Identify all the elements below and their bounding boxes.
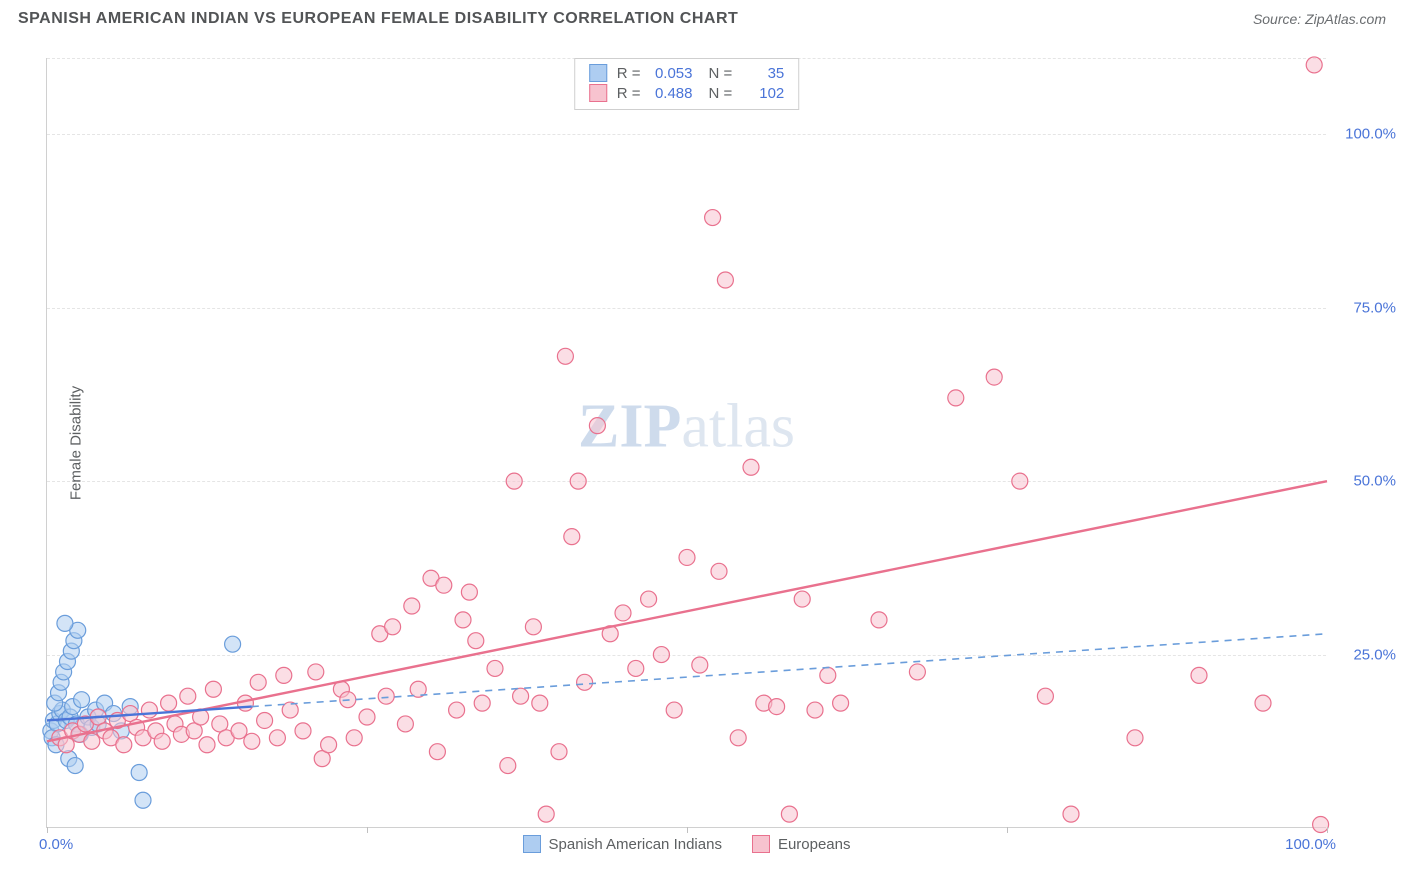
plot-area: Female Disability ZIPatlas R =0.053 N =3…: [46, 58, 1326, 828]
stats-legend: R =0.053 N =35 R =0.488 N =102: [574, 58, 800, 110]
scatter-svg: [47, 58, 1327, 828]
swatch-pink: [589, 84, 607, 102]
n-value-blue: 35: [742, 65, 784, 82]
stats-row-pink: R =0.488 N =102: [589, 83, 785, 103]
legend-swatch-pink: [752, 835, 770, 853]
r-value-pink: 0.488: [651, 85, 693, 102]
legend-item-blue: Spanish American Indians: [523, 835, 722, 853]
x-axis-min-label: 0.0%: [39, 836, 73, 853]
x-axis-max-label: 100.0%: [1285, 836, 1336, 853]
y-tick-label: 75.0%: [1353, 299, 1396, 316]
legend-label-pink: Europeans: [778, 836, 851, 853]
swatch-blue: [589, 64, 607, 82]
y-tick-label: 25.0%: [1353, 646, 1396, 663]
legend-label-blue: Spanish American Indians: [549, 836, 722, 853]
source-label: Source: ZipAtlas.com: [1253, 11, 1386, 27]
n-value-pink: 102: [742, 85, 784, 102]
y-tick-label: 50.0%: [1353, 473, 1396, 490]
y-tick-label: 100.0%: [1345, 126, 1396, 143]
legend-item-pink: Europeans: [752, 835, 851, 853]
stats-row-blue: R =0.053 N =35: [589, 63, 785, 83]
chart-container: Female Disability ZIPatlas R =0.053 N =3…: [46, 58, 1356, 828]
r-value-blue: 0.053: [651, 65, 693, 82]
legend-swatch-blue: [523, 835, 541, 853]
bottom-legend: Spanish American Indians Europeans: [523, 835, 851, 853]
chart-title: SPANISH AMERICAN INDIAN VS EUROPEAN FEMA…: [18, 10, 738, 28]
